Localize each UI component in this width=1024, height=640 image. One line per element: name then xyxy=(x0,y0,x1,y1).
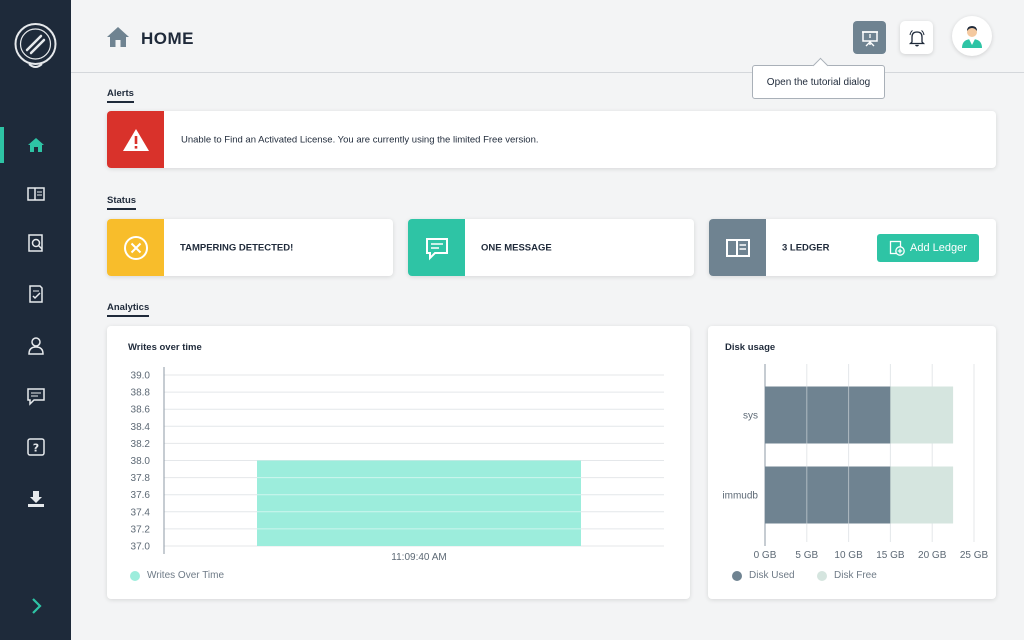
user-avatar-icon xyxy=(962,26,982,48)
search-document-icon xyxy=(27,234,43,252)
disk-legend-free[interactable]: Disk Free xyxy=(817,570,877,581)
close-circle-icon xyxy=(123,235,148,260)
y-tick-label: 38.6 xyxy=(131,405,151,416)
disk-chart-title: Disk usage xyxy=(725,342,776,353)
disk-legend-used[interactable]: Disk Used xyxy=(732,570,795,581)
bell-icon xyxy=(908,29,925,46)
add-document-icon xyxy=(889,240,905,256)
analytics-label: Analytics xyxy=(107,302,150,317)
logo-icon xyxy=(14,23,57,68)
category-label: sys xyxy=(743,411,758,422)
writes-chart-title: Writes over time xyxy=(128,342,202,353)
tampering-icon-box xyxy=(107,219,164,276)
writes-bar[interactable] xyxy=(257,460,581,547)
home-icon xyxy=(107,27,129,47)
y-tick-label: 37.6 xyxy=(131,490,151,501)
user-icon xyxy=(27,337,44,355)
y-tick-label: 37.2 xyxy=(131,524,151,535)
tutorial-button[interactable] xyxy=(853,21,886,54)
ledger-count: 3 LEDGER xyxy=(782,242,830,253)
disk-used-bar[interactable] xyxy=(765,386,891,444)
warning-icon xyxy=(122,128,149,151)
alert-card: Unable to Find an Activated License. You… xyxy=(107,111,996,168)
message-icon xyxy=(26,388,45,406)
sidebar: ? xyxy=(0,0,71,640)
sidebar-item-download[interactable] xyxy=(0,481,71,517)
disk-free-bar[interactable] xyxy=(890,466,954,524)
writes-legend-swatch xyxy=(130,570,140,581)
messages-card[interactable]: ONE MESSAGE xyxy=(408,219,694,276)
disk-chart: 0 GB 5 GB 10 GB 15 GB 20 GB 25 GB sys immudb xyxy=(722,364,989,561)
message-icon xyxy=(425,237,448,260)
sidebar-item-ledgers[interactable] xyxy=(0,176,71,212)
home-icon xyxy=(27,138,44,152)
y-tick-label: 37.4 xyxy=(131,507,151,518)
disk-free-legend-label: Disk Free xyxy=(834,570,877,581)
x-tick-label: 10 GB xyxy=(834,550,863,561)
avatar[interactable] xyxy=(952,16,992,56)
tampering-label: TAMPERING DETECTED! xyxy=(180,242,294,253)
messages-label: ONE MESSAGE xyxy=(481,242,552,253)
x-tick-label: 20 GB xyxy=(918,550,947,561)
header: HOME xyxy=(71,0,1024,73)
svg-text:?: ? xyxy=(32,442,38,455)
x-tick-label: 0 GB xyxy=(754,550,777,561)
sidebar-item-users[interactable] xyxy=(0,328,71,364)
y-tick-label: 38.2 xyxy=(131,439,151,450)
ledger-icon xyxy=(725,238,750,257)
sidebar-item-home[interactable] xyxy=(0,127,71,163)
sidebar-item-messages[interactable] xyxy=(0,378,71,414)
x-tick-label: 11:09:40 AM xyxy=(391,552,446,563)
x-tick-label: 5 GB xyxy=(795,550,818,561)
writes-legend-label: Writes Over Time xyxy=(147,570,225,581)
add-ledger-button[interactable]: Add Ledger xyxy=(877,234,979,262)
sidebar-item-audit[interactable] xyxy=(0,276,71,312)
ledger-card: 3 LEDGER Add Ledger xyxy=(709,219,996,276)
messages-icon-box xyxy=(408,219,465,276)
tampering-card[interactable]: TAMPERING DETECTED! xyxy=(107,219,393,276)
checklist-icon xyxy=(28,285,43,303)
disk-free-bar[interactable] xyxy=(890,386,954,444)
writes-chart-card: Writes over time 37.0 37.2 37.4 37.6 37.8 38.… xyxy=(107,326,690,599)
disk-used-bar[interactable] xyxy=(765,466,891,524)
alert-message: Unable to Find an Activated License. You… xyxy=(181,134,539,145)
notifications-button[interactable] xyxy=(900,21,933,54)
y-tick-label: 38.8 xyxy=(131,388,151,399)
x-tick-label: 15 GB xyxy=(876,550,905,561)
ledger-icon-box xyxy=(709,219,766,276)
status-label: Status xyxy=(107,195,137,210)
download-icon xyxy=(27,491,44,507)
sidebar-item-search[interactable] xyxy=(0,225,71,261)
ledger-icon xyxy=(26,187,45,201)
disk-free-swatch xyxy=(817,570,827,581)
writes-chart: 37.0 37.2 37.4 37.6 37.8 38.0 38.2 38.4 38.6 38.8… xyxy=(131,367,664,563)
y-tick-label: 39.0 xyxy=(131,371,151,382)
x-tick-label: 25 GB xyxy=(960,550,989,561)
sidebar-item-help[interactable]: ? xyxy=(0,429,71,465)
y-tick-label: 37.0 xyxy=(131,542,151,553)
add-ledger-label: Add Ledger xyxy=(910,242,967,254)
help-icon: ? xyxy=(26,438,45,456)
page-title: HOME xyxy=(141,29,194,48)
disk-used-legend-label: Disk Used xyxy=(749,570,795,581)
category-label: immudb xyxy=(722,491,758,502)
tutorial-tooltip: Open the tutorial dialog xyxy=(752,65,885,99)
y-tick-label: 37.8 xyxy=(131,473,151,484)
y-tick-label: 38.4 xyxy=(131,422,151,433)
disk-chart-card: Disk usage 0 GB 5 GB 10 GB 15 GB 20 GB 25 GB s… xyxy=(708,326,996,599)
chevron-right-icon xyxy=(31,598,42,614)
writes-legend[interactable]: Writes Over Time xyxy=(130,570,224,581)
sidebar-expand-button[interactable] xyxy=(0,588,71,624)
presentation-icon xyxy=(861,30,878,46)
alert-icon-box xyxy=(107,111,164,168)
alerts-label: Alerts xyxy=(107,88,134,103)
disk-used-swatch xyxy=(732,570,742,581)
y-tick-label: 38.0 xyxy=(131,456,151,467)
